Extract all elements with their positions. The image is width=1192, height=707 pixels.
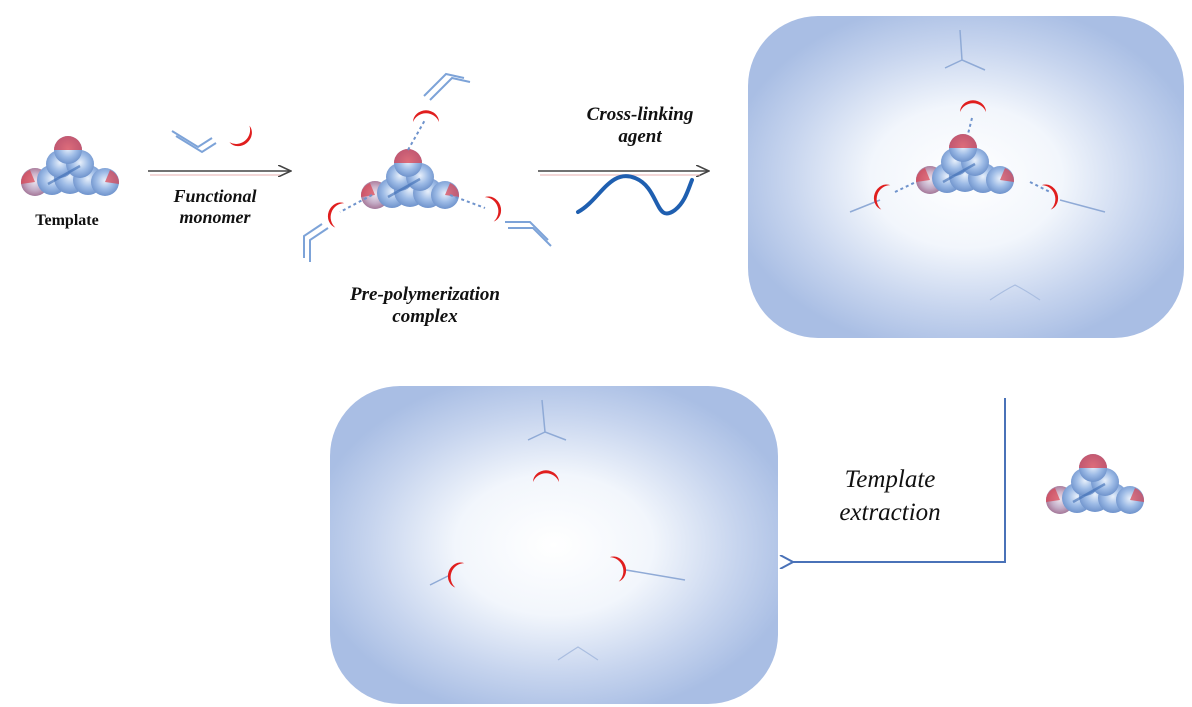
- label-template-extraction-line2: extraction: [839, 498, 941, 526]
- label-cross-linking-agent: Cross-linking agent: [550, 104, 730, 148]
- label-functional-monomer: Functional monomer: [140, 186, 290, 227]
- imprinted-polymer-cavity: [330, 386, 778, 704]
- label-template-extraction: Template extraction: [790, 464, 990, 529]
- template-molecule: [19, 134, 121, 198]
- functional-monomer-icon: [171, 125, 257, 154]
- label-pre-polymerization-line2: complex: [392, 305, 458, 327]
- label-pre-polymerization-line1: Pre-polymerization: [350, 284, 500, 305]
- label-cross-linking-line1: Cross-linking: [586, 104, 694, 125]
- polymer-matrix-with-template: [748, 16, 1184, 338]
- cross-linker-icon: [576, 174, 694, 216]
- extracted-template-molecule: [1044, 452, 1146, 516]
- label-template: Template: [35, 212, 99, 229]
- label-pre-polymerization-complex: Pre-polymerization complex: [300, 284, 550, 328]
- label-template-extraction-line1: Template: [844, 466, 936, 493]
- label-cross-linking-line2: agent: [618, 125, 662, 147]
- label-functional-monomer-line1: Functional: [173, 186, 257, 206]
- label-functional-monomer-line2: monomer: [179, 206, 251, 227]
- arrow-template-extraction: [792, 398, 1006, 562]
- pre-polymerization-complex: [303, 72, 552, 262]
